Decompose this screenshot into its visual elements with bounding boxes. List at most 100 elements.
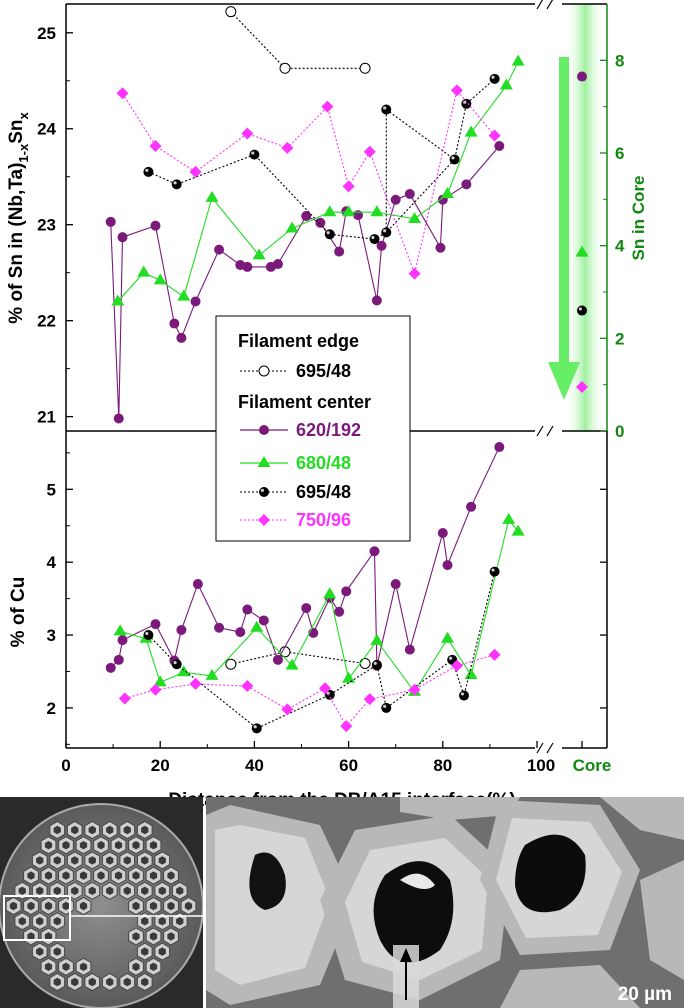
top-point-695-48-shine [145, 168, 149, 172]
bottom-point-620-192 [242, 604, 253, 615]
filament-core [114, 871, 123, 880]
bottom-y-tick-label: 5 [47, 480, 56, 499]
top-point-750-96 [149, 140, 162, 153]
right-y-tick-label: 6 [615, 144, 624, 163]
filament-core [106, 977, 114, 987]
filament-core [132, 841, 140, 850]
bottom-point-695-48-shine [449, 656, 453, 660]
bottom-point-680-48 [285, 658, 299, 670]
top-point-620-192 [214, 244, 225, 255]
top-point-620-192 [404, 188, 415, 199]
bottom-point-750-96 [340, 720, 353, 733]
legend-item-750-96: 750/96 [240, 510, 351, 530]
legend-label-680-48: 680/48 [296, 453, 351, 473]
bottom-y-axis-label: % of Cu [8, 577, 29, 648]
top-point-620-192 [272, 259, 283, 270]
legend: Filament edge 695/48 Filament center 620… [215, 315, 411, 542]
filament-core [176, 917, 184, 926]
filament-4 [400, 797, 684, 1008]
x-tick-label: 20 [151, 756, 170, 775]
top-series-edge-695-48 [225, 6, 371, 74]
legend-label-750-96: 750/96 [296, 510, 351, 530]
top-point-620-192 [435, 242, 446, 253]
bottom-point-680-48 [370, 633, 384, 645]
filament-core [141, 947, 149, 956]
legend-label-edge-695-48: 695/48 [296, 361, 351, 381]
top-point-680-48 [205, 190, 219, 202]
top-point-680-48 [342, 205, 356, 217]
bottom-point-620-192 [404, 644, 415, 655]
top-point-695-48 [225, 6, 237, 18]
top-point-620-192 [113, 413, 124, 424]
filament-core [36, 947, 44, 956]
top-point-750-96 [342, 180, 355, 193]
top-point-680-48 [408, 211, 422, 223]
filament-core [62, 901, 70, 911]
top-y-label-part-2: 1-x [16, 143, 31, 163]
legend-item-edge-695-48: 695/48 [240, 361, 351, 381]
top-point-695-48-shine [451, 156, 455, 160]
filament-core [123, 825, 131, 835]
top-point-695-48-shine [383, 229, 387, 233]
filament-core [106, 886, 114, 895]
bottom-point-695-48 [143, 630, 154, 641]
bottom-point-750-96 [189, 677, 202, 690]
bottom-point-620-192 [341, 586, 352, 597]
bottom-point-680-48 [342, 671, 356, 683]
bottom-point-750-96 [363, 693, 376, 706]
bottom-point-695-48-shine [373, 661, 377, 665]
top-point-750-96 [189, 165, 202, 178]
top-point-695-48 [369, 234, 380, 245]
axis-break-mark [546, 425, 554, 437]
top-point-680-48 [252, 248, 266, 260]
top-point-695-48 [381, 227, 392, 238]
scale-bar-label: 20 µm [618, 984, 672, 1005]
top-point-620-192 [301, 211, 312, 222]
bottom-point-620-192 [334, 606, 345, 617]
bottom-point-620-192 [437, 528, 448, 539]
filament-core [132, 932, 140, 941]
top-point-680-48 [153, 273, 167, 285]
top-point-750-96 [450, 84, 463, 97]
filament-core [88, 856, 96, 865]
bottom-point-695-48 [279, 646, 291, 658]
top-point-620-192 [105, 216, 116, 227]
top-point-680-48 [464, 125, 478, 137]
top-core-point-620-192 [577, 71, 587, 82]
bottom-panel-axes: 2 3 4 5 0 20 40 60 80 100 Core [47, 431, 611, 775]
filament-core [132, 962, 140, 971]
top-point-680-48 [323, 205, 337, 217]
top-point-620-192 [376, 240, 387, 251]
top-series-center-750-96 [116, 84, 588, 393]
bottom-point-695-48-shine [460, 692, 464, 696]
filament-core [79, 871, 88, 880]
top-point-620-192 [494, 141, 505, 152]
top-point-695-48-shine [383, 106, 387, 110]
filament-core [114, 841, 123, 850]
filament-core [123, 856, 131, 865]
bottom-point-680-48 [113, 624, 127, 636]
filament-core [88, 977, 96, 987]
bottom-point-695-48-shine [326, 691, 330, 695]
filament-core [53, 825, 61, 835]
bottom-series-center-750-96 [118, 648, 501, 733]
filament-core [184, 901, 193, 911]
filament-core [71, 886, 79, 895]
axis-break-mark [536, 0, 544, 10]
top-point-620-192 [315, 217, 326, 228]
top-point-620-192 [390, 194, 401, 205]
top-point-620-192 [117, 232, 128, 243]
filament-core [36, 917, 44, 926]
bottom-point-620-192 [235, 627, 246, 638]
top-point-695-48 [381, 104, 392, 115]
filament-core [132, 901, 140, 911]
top-point-750-96 [363, 145, 376, 158]
top-point-680-48 [177, 289, 191, 301]
legend-item-695-48: 695/48 [240, 482, 351, 502]
filament-core [44, 841, 53, 850]
arrow-indicator [393, 945, 419, 1008]
bottom-point-620-192 [369, 546, 380, 557]
top-core-point-695-48 [577, 305, 587, 316]
filament-core [167, 932, 175, 941]
